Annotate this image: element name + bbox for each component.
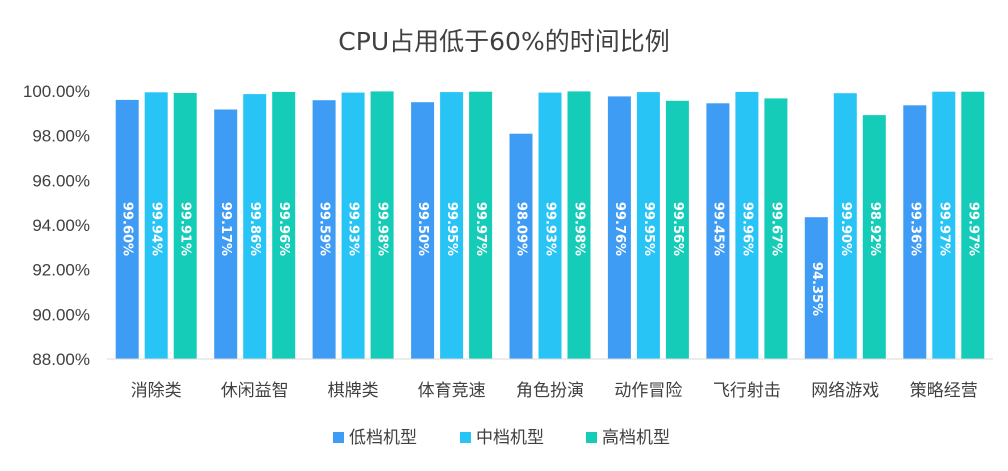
data-label: 99.91%: [178, 202, 193, 256]
bar-3-4: [469, 91, 493, 359]
data-label: 99.95%: [641, 202, 656, 256]
bar-3-2: [272, 91, 296, 360]
bar-2-5: [538, 92, 562, 359]
bar-2-7: [735, 91, 759, 360]
bars: 99.60% 99.94% 99.91% 99.17% 99.86% 99.96% 99.5…: [115, 91, 985, 360]
bar-3-7: [764, 98, 788, 360]
legend-swatch: [333, 432, 344, 443]
y-tick-label: 88.00%: [32, 350, 90, 369]
bar-2-6: [636, 92, 660, 359]
x-tick-label: 体育竞速: [418, 381, 486, 401]
y-axis: 88.00% 90.00% 92.00% 94.00% 96.00% 98.00% 100.…: [23, 82, 90, 369]
x-tick-label: 休闲益智: [221, 381, 289, 401]
y-tick-label: 96.00%: [32, 171, 90, 190]
bar-1-9: [903, 105, 927, 359]
data-label: 99.59%: [317, 202, 332, 256]
bar-2-1: [144, 92, 168, 360]
x-tick-label: 角色扮演: [516, 381, 584, 401]
data-label: 99.97%: [936, 202, 951, 256]
bar-2-8: [833, 93, 857, 359]
data-label: 99.98%: [375, 202, 390, 256]
x-tick-label: 消除类: [131, 381, 182, 401]
bar-2-4: [440, 92, 464, 359]
data-label: 99.98%: [572, 202, 587, 256]
data-label: 99.94%: [149, 202, 164, 256]
y-tick-label: 94.00%: [32, 216, 90, 235]
bar-1-8: [804, 217, 828, 359]
data-label: 99.96%: [739, 202, 754, 256]
data-label: 99.56%: [670, 202, 685, 256]
data-label: 99.67%: [768, 202, 783, 256]
data-label: 99.17%: [218, 202, 233, 256]
legend-swatch: [586, 432, 597, 443]
bar-2-2: [243, 94, 267, 359]
data-label: 99.90%: [838, 202, 853, 256]
x-tick-label: 策略经营: [910, 381, 978, 401]
data-label: 98.09%: [514, 202, 529, 256]
bar-3-5: [567, 91, 591, 360]
legend-label: 高档机型: [602, 428, 670, 448]
data-label: 99.45%: [710, 202, 725, 256]
bar-1-3: [312, 100, 336, 359]
bar-1-1: [115, 99, 139, 360]
y-tick-label: 90.00%: [32, 305, 90, 324]
x-tick-label: 棋牌类: [328, 381, 379, 401]
x-tick-label: 网络游戏: [811, 381, 879, 401]
bar-2-3: [341, 92, 365, 359]
data-label: 99.50%: [415, 202, 430, 256]
bar-3-8: [862, 115, 886, 359]
chart-title: CPU占用低于60%的时间比例: [338, 27, 669, 56]
bar-1-2: [214, 109, 238, 359]
y-tick-label: 92.00%: [32, 261, 90, 280]
y-tick-label: 100.00%: [23, 82, 90, 101]
x-tick-label: 动作冒险: [614, 381, 682, 401]
x-tick-label: 飞行射击: [713, 381, 781, 401]
legend-swatch: [460, 432, 471, 443]
data-label: 98.92%: [867, 202, 882, 256]
bar-3-3: [370, 91, 394, 360]
data-label: 99.95%: [444, 202, 459, 256]
bar-2-9: [932, 91, 956, 359]
data-label: 99.97%: [965, 202, 980, 256]
bar-1-4: [411, 102, 435, 359]
data-label: 99.86%: [247, 202, 262, 256]
bar-3-1: [173, 93, 197, 359]
data-label: 99.96%: [276, 202, 291, 256]
legend-label: 中档机型: [476, 428, 544, 448]
bar-3-9: [961, 91, 985, 359]
legend: 低档机型 中档机型 高档机型: [333, 428, 670, 448]
x-axis: 消除类 休闲益智 棋牌类 体育竞速 角色扮演 动作冒险 飞行射击 网络游戏 策略经营: [107, 358, 993, 401]
bar-1-7: [706, 103, 730, 359]
data-label: 99.97%: [473, 202, 488, 256]
data-label: 99.93%: [543, 202, 558, 256]
bar-1-6: [607, 96, 631, 360]
data-label: 99.36%: [907, 202, 922, 256]
data-label: 94.35%: [809, 262, 824, 316]
data-label: 99.60%: [120, 202, 135, 256]
y-tick-label: 98.00%: [32, 127, 90, 146]
bar-1-5: [509, 133, 533, 359]
data-label: 99.76%: [612, 202, 627, 256]
bar-3-6: [665, 100, 689, 360]
legend-label: 低档机型: [349, 428, 417, 448]
data-label: 99.93%: [346, 202, 361, 256]
